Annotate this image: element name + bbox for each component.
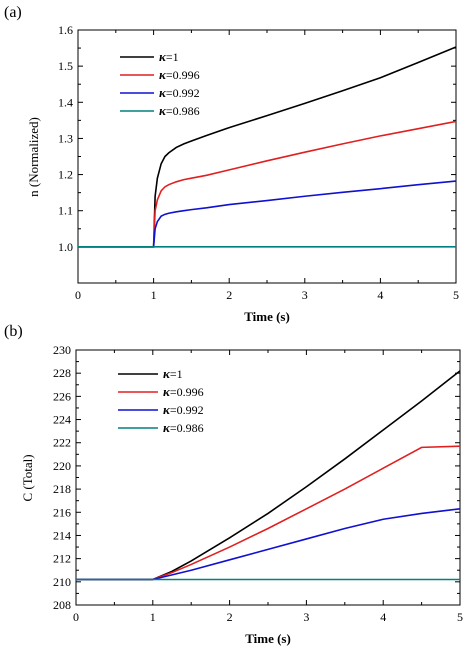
series-line-0 [78,46,457,248]
y-tick-label: 1.5 [58,59,73,73]
series-line-2 [76,508,461,581]
legend-label-2: κ=0.992 [159,85,200,100]
x-tick-label: 3 [302,288,308,302]
panel-a-x-axis-title: Time (s) [244,309,290,324]
panel-b-series [76,370,461,581]
y-tick-label: 208 [53,598,71,612]
panel-a-tick-labels: 0 1 2 3 4 5 1.0 1.1 1.2 1.3 1.4 1.5 1.6 [58,23,459,302]
legend-label-3: κ=0.986 [163,420,204,435]
panel-b-legend: κ=1 κ=0.996 κ=0.992 κ=0.986 [118,366,204,435]
panel-a-frame [77,29,457,284]
legend-label-2: κ=0.992 [163,402,204,417]
panel-a-series [78,46,457,248]
y-tick-label: 228 [53,366,71,380]
legend-label-0: κ=1 [163,366,183,381]
x-tick-label: 3 [303,610,309,624]
panel-b: (b) 0 1 2 3 4 5 208 210 212 214 216 218 220 222 224 226… [4,323,463,646]
panel-a-y-axis-title: n (Normalized) [26,117,41,197]
panel-b-y-axis-title: C (Total) [20,454,35,501]
panel-a-legend: κ=1 κ=0.996 κ=0.992 κ=0.986 [120,49,200,118]
y-tick-label: 1.3 [58,131,73,145]
panel-a-plot-area: 0 1 2 3 4 51.01.11.21.31.41.51.6 κ=1κ=0.996κ=… [58,23,459,302]
y-tick-label: 218 [53,482,71,496]
x-tick-label: 5 [457,610,463,624]
y-tick-label: 230 [53,343,71,357]
legend-label-0: κ=1 [159,49,179,64]
y-tick-label: 1.6 [58,23,73,37]
x-tick-label: 0 [73,610,79,624]
legend-label-1: κ=0.996 [163,384,204,399]
panel-b-plot-area: 0 1 2 3 4 5 208 210 212 214 216 218 220 222 224 226 228 2… [53,343,463,624]
y-tick-label: 212 [53,552,71,566]
series-line-0 [76,370,461,581]
y-tick-label: 224 [53,413,71,427]
y-tick-label: 226 [53,389,71,403]
y-tick-label: 216 [53,505,71,519]
legend-label-3: κ=0.986 [159,103,200,118]
y-tick-label: 222 [53,436,71,450]
y-tick-label: 210 [53,575,71,589]
y-tick-label: 1.0 [58,240,73,254]
y-tick-label: 214 [53,528,71,542]
panel-a-ticks [77,29,457,283]
y-tick-label: 1.4 [58,95,73,109]
legend-label-1: κ=0.996 [159,67,200,82]
x-tick-label: 0 [75,288,81,302]
x-tick-label: 1 [151,288,157,302]
panel-b-tick-labels: 0 1 2 3 4 5 208 210 212 214 216 218 220 222 224 226 228 2… [53,343,463,624]
panel-b-label: (b) [4,323,23,340]
y-tick-label: 1.2 [58,168,73,182]
x-tick-label: 1 [150,610,156,624]
x-tick-label: 2 [226,288,232,302]
panel-b-frame [75,349,461,606]
y-tick-label: 220 [53,459,71,473]
x-tick-label: 4 [377,288,383,302]
panel-b-ticks [75,349,461,606]
series-line-1 [78,120,457,248]
panel-a-label: (a) [4,4,22,21]
series-line-2 [78,180,457,248]
x-tick-label: 5 [453,288,459,302]
panel-a: (a) 0 1 2 3 4 5 1.0 1.1 1.2 1.3 1.4 1.5 1.6 κ=1 κ=0.9… [4,4,459,324]
y-tick-label: 1.1 [58,204,73,218]
panel-b-x-axis-title: Time (s) [245,631,291,646]
x-tick-label: 2 [227,610,233,624]
x-tick-label: 4 [380,610,386,624]
